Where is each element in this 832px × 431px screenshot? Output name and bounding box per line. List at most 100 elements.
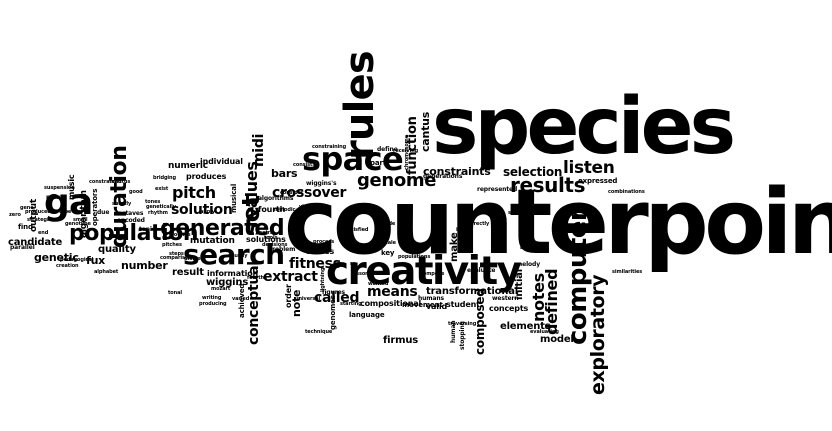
- word-tools: tools: [264, 235, 278, 241]
- word-represented: represented: [477, 186, 518, 193]
- word-end: end: [38, 230, 49, 236]
- word-satisfied: satisfied: [345, 227, 369, 233]
- word-varied: varied: [232, 296, 250, 302]
- word-firmus: firmus: [383, 335, 419, 346]
- word-process: process: [313, 239, 335, 245]
- word-key: key: [381, 249, 395, 257]
- word-writing: writing: [202, 295, 222, 301]
- word-starting: starting: [340, 301, 362, 307]
- word-student: student: [446, 300, 480, 309]
- word-candidate: candidate: [8, 237, 63, 248]
- word-bars: bars: [271, 167, 298, 180]
- word-constraints: constraints: [423, 165, 491, 178]
- word-creativity: creativity: [326, 249, 522, 294]
- word-consider: consider: [280, 190, 304, 196]
- word-suspension: suspension: [44, 185, 75, 191]
- word-genetically: genetically: [146, 204, 176, 210]
- word-define: define: [377, 146, 398, 153]
- word-exist: exist: [155, 186, 169, 192]
- word-tonic: tonic: [139, 226, 156, 233]
- word-compose: compose: [420, 271, 445, 277]
- word-decisions: decisions: [262, 242, 288, 248]
- word-dissonance: dissonance: [351, 271, 382, 277]
- word-numeric: numeric: [168, 161, 208, 171]
- word-pedagogical: pedagogical: [60, 257, 94, 263]
- word-find: find: [18, 223, 33, 231]
- word-exploratory: exploratory: [587, 274, 609, 395]
- word-technique: technique: [305, 329, 333, 335]
- word-gene: gene: [20, 205, 34, 211]
- word-quality: quality: [98, 244, 136, 255]
- word-encoded: encoded: [117, 217, 145, 224]
- word-comparison: comparison: [160, 255, 192, 261]
- word-good: good: [129, 189, 143, 195]
- word-mutation: mutation: [190, 236, 235, 246]
- word-receiving: receiving: [393, 148, 419, 154]
- word-results: results: [510, 173, 586, 197]
- word-combinations: combinations: [608, 189, 645, 195]
- word-evaluate: evaluate: [467, 267, 496, 274]
- word-rhythm: rhythm: [148, 210, 168, 216]
- word-tones: tones: [145, 199, 161, 205]
- word-fitness: fitness: [289, 256, 341, 272]
- word-points: points: [46, 194, 67, 201]
- word-alleles: alleles: [306, 247, 335, 256]
- word-consists: consists: [293, 162, 316, 168]
- word-western: western: [492, 295, 519, 302]
- word-based: based: [520, 245, 537, 251]
- word-result: result: [172, 267, 204, 278]
- word-genetic: genetic: [34, 251, 79, 264]
- word-inside: inside: [456, 227, 473, 233]
- word-cantus: cantus: [419, 111, 432, 152]
- word-metric: metric: [257, 230, 275, 236]
- word-counterpoint: counterpoint: [284, 170, 832, 275]
- word-elements: elements: [500, 321, 551, 332]
- word-type: type: [59, 209, 72, 215]
- word-ga: ga: [44, 182, 93, 223]
- word-genome: genome: [357, 170, 437, 191]
- word-problem: problem: [268, 246, 296, 253]
- word-wiggins: wiggins: [206, 277, 249, 288]
- word-populations: populations: [398, 254, 431, 260]
- word-valid: valid: [426, 302, 448, 311]
- word-fourth: fourth: [258, 205, 286, 214]
- word-shortly: shortly: [112, 201, 132, 207]
- word-mozart: mozart: [211, 286, 231, 292]
- word-steps: steps: [169, 251, 184, 257]
- word-compositional: compositional: [360, 299, 422, 308]
- word-number: number: [121, 259, 168, 272]
- word-apply: apply: [200, 209, 216, 215]
- word-listen: listen: [563, 158, 615, 178]
- word-solution: solution: [171, 202, 233, 218]
- word-fourths: fourths: [247, 275, 267, 281]
- word-concepts: concepts: [489, 304, 529, 313]
- word-sounds: sounds: [171, 232, 191, 238]
- word-producing: producing: [199, 301, 227, 307]
- word-midi: midi: [251, 133, 267, 167]
- word-pitches: pitches: [162, 242, 182, 248]
- word-algorithms: algorithms: [258, 195, 294, 202]
- word-similarities: similarities: [612, 269, 643, 275]
- word-transformational: transformational: [426, 286, 519, 297]
- word-movement: movement: [402, 301, 443, 309]
- word-scale: scale: [382, 240, 396, 246]
- word-static: static: [508, 210, 524, 216]
- word-produces: produces: [186, 172, 227, 181]
- word-means: means: [367, 284, 418, 300]
- word-melody: melody: [516, 261, 540, 268]
- word-rq: rq: [350, 261, 356, 267]
- word-unlike: unlike: [184, 256, 201, 262]
- word-population: population: [69, 221, 199, 246]
- word-mode: mode: [380, 221, 396, 227]
- word-due: due: [97, 209, 110, 216]
- word-language: language: [349, 311, 385, 319]
- word-genotype: genotype: [65, 221, 91, 227]
- word-algorithm: algorithm: [79, 190, 89, 238]
- word-creation: creation: [56, 263, 79, 269]
- word-order: order: [284, 284, 293, 308]
- word-usually: usually: [228, 253, 248, 259]
- word-solutions: solutions: [246, 235, 286, 244]
- word-wanted: wanted: [368, 281, 389, 287]
- word-alphabet: alphabet: [94, 269, 119, 275]
- word-universal: universal: [295, 296, 321, 302]
